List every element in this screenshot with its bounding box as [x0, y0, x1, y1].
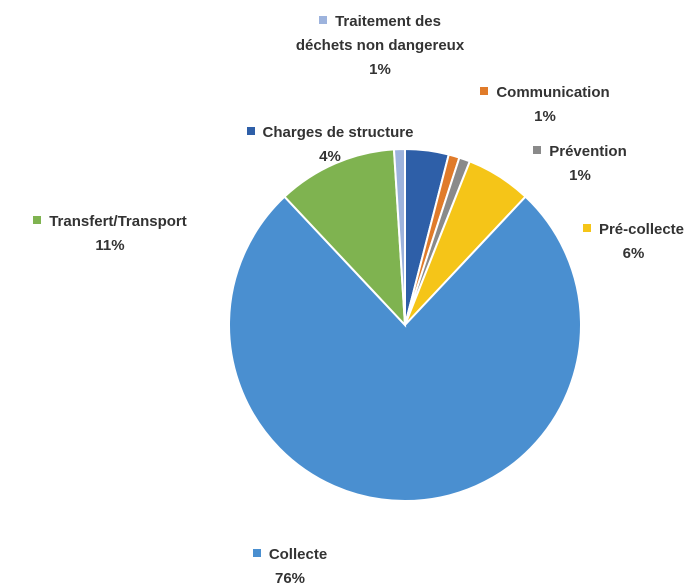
label-name-line: Collecte — [230, 543, 350, 567]
category-label: Prévention — [549, 143, 627, 160]
slice-label: Pré-collecte 6% — [570, 218, 697, 266]
slice-label: Charges de structure 4% — [220, 121, 440, 169]
label-name-line: Charges de structure — [220, 121, 440, 145]
slice-label: Collecte 76% — [230, 543, 350, 587]
pie-slice — [228, 195, 582, 502]
legend-marker — [33, 216, 42, 225]
legend-marker — [319, 16, 328, 25]
value-label: 11% — [95, 237, 125, 254]
pie-slice — [283, 148, 407, 328]
legend-marker — [252, 549, 261, 558]
value-label: 1% — [534, 108, 556, 125]
value-label: 4% — [319, 148, 341, 165]
category-label: Traitement des déchets non dangereux — [295, 13, 465, 54]
slice-label: Prévention 1% — [510, 140, 650, 188]
legend-marker — [480, 87, 489, 96]
legend-marker — [582, 224, 591, 233]
pie-slice — [392, 147, 406, 326]
legend-marker — [246, 127, 255, 136]
category-label: Transfert/Transport — [49, 213, 187, 230]
category-label: Communication — [496, 84, 610, 101]
slice-label: Transfert/Transport 11% — [0, 210, 220, 258]
value-label: 1% — [569, 167, 591, 184]
value-label: 6% — [622, 245, 645, 262]
category-label: Pré-collecte — [598, 221, 685, 238]
label-name-line: Pré-collecte — [570, 218, 697, 242]
slice-label: Communication 1% — [455, 81, 635, 129]
category-label: Collecte — [268, 546, 328, 563]
label-name-line: Transfert/Transport — [0, 210, 220, 234]
category-label: Charges de structure — [262, 124, 414, 141]
value-label: 1% — [369, 61, 391, 78]
label-name-line: Traitement des déchets non dangereux — [290, 10, 470, 58]
slice-label: Traitement des déchets non dangereux 1% — [290, 10, 470, 82]
value-label: 76% — [274, 570, 306, 587]
legend-marker — [533, 146, 542, 155]
label-name-line: Prévention — [510, 140, 650, 164]
label-name-line: Communication — [455, 81, 635, 105]
